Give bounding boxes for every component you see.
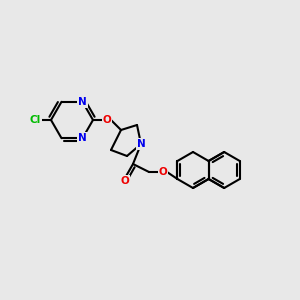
Text: O: O [121,176,129,186]
Text: O: O [159,167,167,177]
Text: N: N [136,139,146,149]
Text: Cl: Cl [29,115,40,125]
Text: N: N [78,97,87,107]
Text: N: N [78,133,87,143]
Text: O: O [103,115,111,125]
